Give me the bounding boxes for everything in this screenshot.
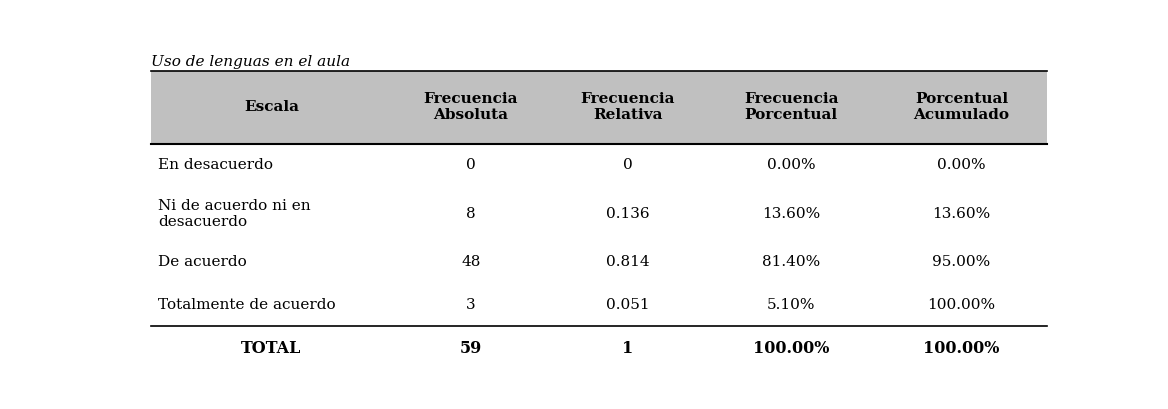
Text: 100.00%: 100.00% xyxy=(924,340,1000,357)
Text: 0.00%: 0.00% xyxy=(937,158,986,172)
Text: 95.00%: 95.00% xyxy=(932,256,990,270)
Text: 100.00%: 100.00% xyxy=(753,340,829,357)
Text: De acuerdo: De acuerdo xyxy=(158,256,246,270)
Text: Frecuencia
Relativa: Frecuencia Relativa xyxy=(580,92,675,122)
Text: 0.136: 0.136 xyxy=(606,207,649,220)
Text: 59: 59 xyxy=(460,340,482,357)
Text: 0.814: 0.814 xyxy=(606,256,649,270)
Text: En desacuerdo: En desacuerdo xyxy=(158,158,273,172)
Text: 81.40%: 81.40% xyxy=(763,256,820,270)
Text: 0: 0 xyxy=(623,158,633,172)
Text: 0: 0 xyxy=(466,158,475,172)
Bar xyxy=(151,71,1047,144)
Text: 1: 1 xyxy=(623,340,633,357)
Text: TOTAL: TOTAL xyxy=(242,340,301,357)
Text: 8: 8 xyxy=(466,207,475,220)
Text: Uso de lenguas en el aula: Uso de lenguas en el aula xyxy=(151,55,349,70)
Text: Porcentual
Acumulado: Porcentual Acumulado xyxy=(913,92,1009,122)
Text: Totalmente de acuerdo: Totalmente de acuerdo xyxy=(158,298,335,312)
Text: 13.60%: 13.60% xyxy=(932,207,990,220)
Text: 0.051: 0.051 xyxy=(606,298,649,312)
Text: 3: 3 xyxy=(466,298,475,312)
Text: 5.10%: 5.10% xyxy=(767,298,815,312)
Text: 0.00%: 0.00% xyxy=(767,158,815,172)
Text: 100.00%: 100.00% xyxy=(927,298,995,312)
Text: Escala: Escala xyxy=(244,100,299,115)
Text: Ni de acuerdo ni en
desacuerdo: Ni de acuerdo ni en desacuerdo xyxy=(158,198,311,229)
Text: 13.60%: 13.60% xyxy=(763,207,820,220)
Text: 48: 48 xyxy=(461,256,480,270)
Text: Frecuencia
Absoluta: Frecuencia Absoluta xyxy=(424,92,519,122)
Text: Frecuencia
Porcentual: Frecuencia Porcentual xyxy=(744,92,839,122)
